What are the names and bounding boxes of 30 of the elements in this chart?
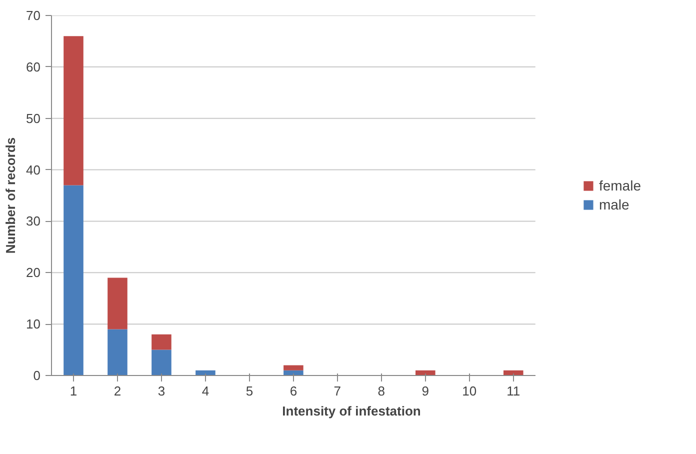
- x-tick-label: 7: [334, 384, 342, 398]
- y-tick-label: 0: [33, 368, 41, 383]
- x-tick-label: 2: [114, 384, 122, 398]
- y-axis-title: Number of records: [3, 137, 18, 254]
- y-tick-label: 70: [26, 8, 41, 23]
- bar: [108, 329, 128, 376]
- bar: [152, 350, 172, 376]
- x-tick-label: 11: [506, 384, 520, 398]
- bar: [108, 278, 128, 330]
- x-tick-label: 10: [462, 384, 477, 398]
- x-axis-title: Intensity of infestation: [282, 404, 421, 418]
- y-tick-label: 40: [26, 162, 41, 178]
- x-tick-label: 5: [246, 384, 254, 398]
- x-tick-label: 3: [158, 384, 166, 398]
- y-tick-label: 20: [26, 265, 41, 280]
- x-tick-label: 1: [70, 384, 78, 398]
- bar: [284, 365, 304, 370]
- y-tick-label: 30: [26, 214, 41, 229]
- x-tick-label: 8: [378, 384, 386, 398]
- y-tick-label: 50: [26, 110, 41, 126]
- legend-label: male: [598, 196, 630, 212]
- bar: [152, 334, 172, 350]
- bar: [64, 185, 84, 376]
- x-tick-label: 9: [422, 384, 430, 398]
- bar: [64, 36, 84, 186]
- y-tick-label: 60: [26, 59, 41, 74]
- x-tick-label: 4: [202, 384, 210, 398]
- y-tick-label: 10: [26, 316, 41, 332]
- x-tick-label: 6: [290, 384, 298, 398]
- legend-label: female: [598, 178, 641, 194]
